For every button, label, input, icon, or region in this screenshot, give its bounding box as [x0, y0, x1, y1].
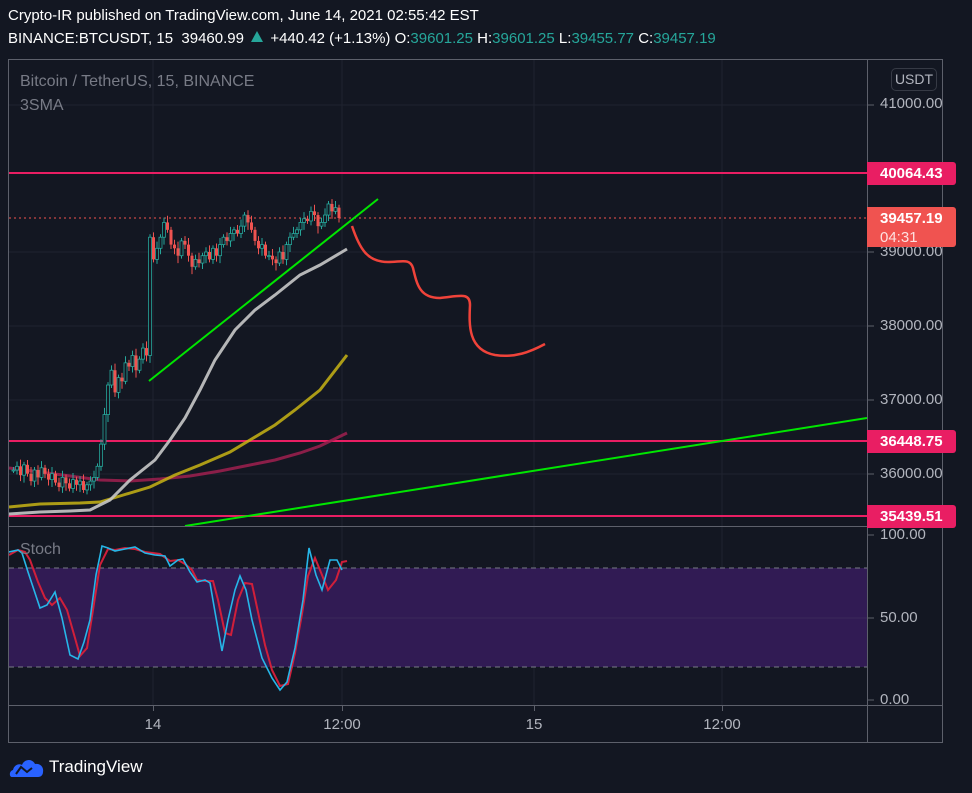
symbol-info: BINANCE:BTCUSDT, 15 39460.99 +440.42 (+1… — [8, 30, 716, 47]
current-price-value: 39457.19 — [880, 210, 943, 227]
support-2-price-label: 35439.51 — [867, 505, 956, 528]
time-tickmark — [534, 706, 535, 711]
up-triangle-icon — [251, 31, 264, 42]
price-tick: 38000.00 — [880, 317, 943, 334]
stoch-tick: 50.00 — [880, 609, 918, 626]
symbol-name: BINANCE:BTCUSDT, 15 — [8, 30, 174, 47]
time-tickmark — [342, 706, 343, 711]
time-tick: 12:00 — [323, 716, 361, 733]
current-price-label: 39457.19 04:31 — [867, 207, 956, 247]
brand-name: TradingView — [49, 757, 143, 776]
high-label: H: — [477, 30, 493, 47]
time-axis-border — [8, 705, 943, 706]
low-label: L: — [558, 30, 572, 47]
open-label: O: — [394, 30, 411, 47]
stoch-legend[interactable]: Stoch — [20, 541, 61, 558]
time-tickmark — [722, 706, 723, 711]
price-change: +440.42 (+1.13%) — [270, 30, 391, 47]
low-value: 39455.77 — [571, 30, 635, 47]
support-1-price-label: 36448.75 — [867, 430, 956, 453]
price-tick: 36000.00 — [880, 465, 943, 482]
price-tick: 41000.00 — [880, 95, 943, 112]
stoch-k-line[interactable] — [9, 544, 343, 692]
close-value: 39457.19 — [653, 30, 716, 47]
high-value: 39601.25 — [492, 30, 555, 47]
candlesticks[interactable] — [11, 199, 341, 495]
close-label: C: — [638, 30, 654, 47]
currency-button[interactable]: USDT — [891, 68, 937, 91]
time-tick: 12:00 — [703, 716, 741, 733]
last-price: 39460.99 — [181, 30, 244, 47]
price-tick: 37000.00 — [880, 391, 943, 408]
time-tick: 14 — [144, 716, 162, 733]
resistance-price-label: 40064.43 — [867, 162, 956, 185]
stoch-tick: 100.00 — [880, 526, 926, 543]
chart-frame — [8, 59, 943, 743]
stoch-d-line[interactable] — [9, 546, 348, 688]
time-tickmark — [153, 706, 154, 711]
trendline-long[interactable] — [184, 417, 867, 526]
tradingview-cloud-icon — [9, 759, 44, 777]
publisher-line: Crypto-IR published on TradingView.com, … — [8, 7, 479, 24]
sma-slow-line[interactable] — [9, 431, 348, 483]
tradingview-logo[interactable]: TradingView — [9, 756, 143, 778]
chart-legend-title[interactable]: Bitcoin / TetherUS, 15, BINANCE — [20, 73, 255, 90]
bar-countdown: 04:31 — [880, 229, 918, 246]
forecast-curve[interactable] — [350, 225, 546, 357]
open-value: 39601.25 — [410, 30, 473, 47]
price-tick: 39000.00 — [880, 243, 943, 260]
indicator-legend[interactable]: 3SMA — [20, 97, 64, 114]
pane-separator[interactable] — [8, 526, 867, 527]
time-tick: 15 — [525, 716, 543, 733]
stoch-tick: 0.00 — [880, 691, 910, 708]
trendline-short[interactable] — [148, 198, 379, 382]
sma-mid-line[interactable] — [9, 354, 349, 509]
price-axis-border — [867, 59, 868, 743]
sma-fast-line[interactable] — [9, 247, 348, 516]
